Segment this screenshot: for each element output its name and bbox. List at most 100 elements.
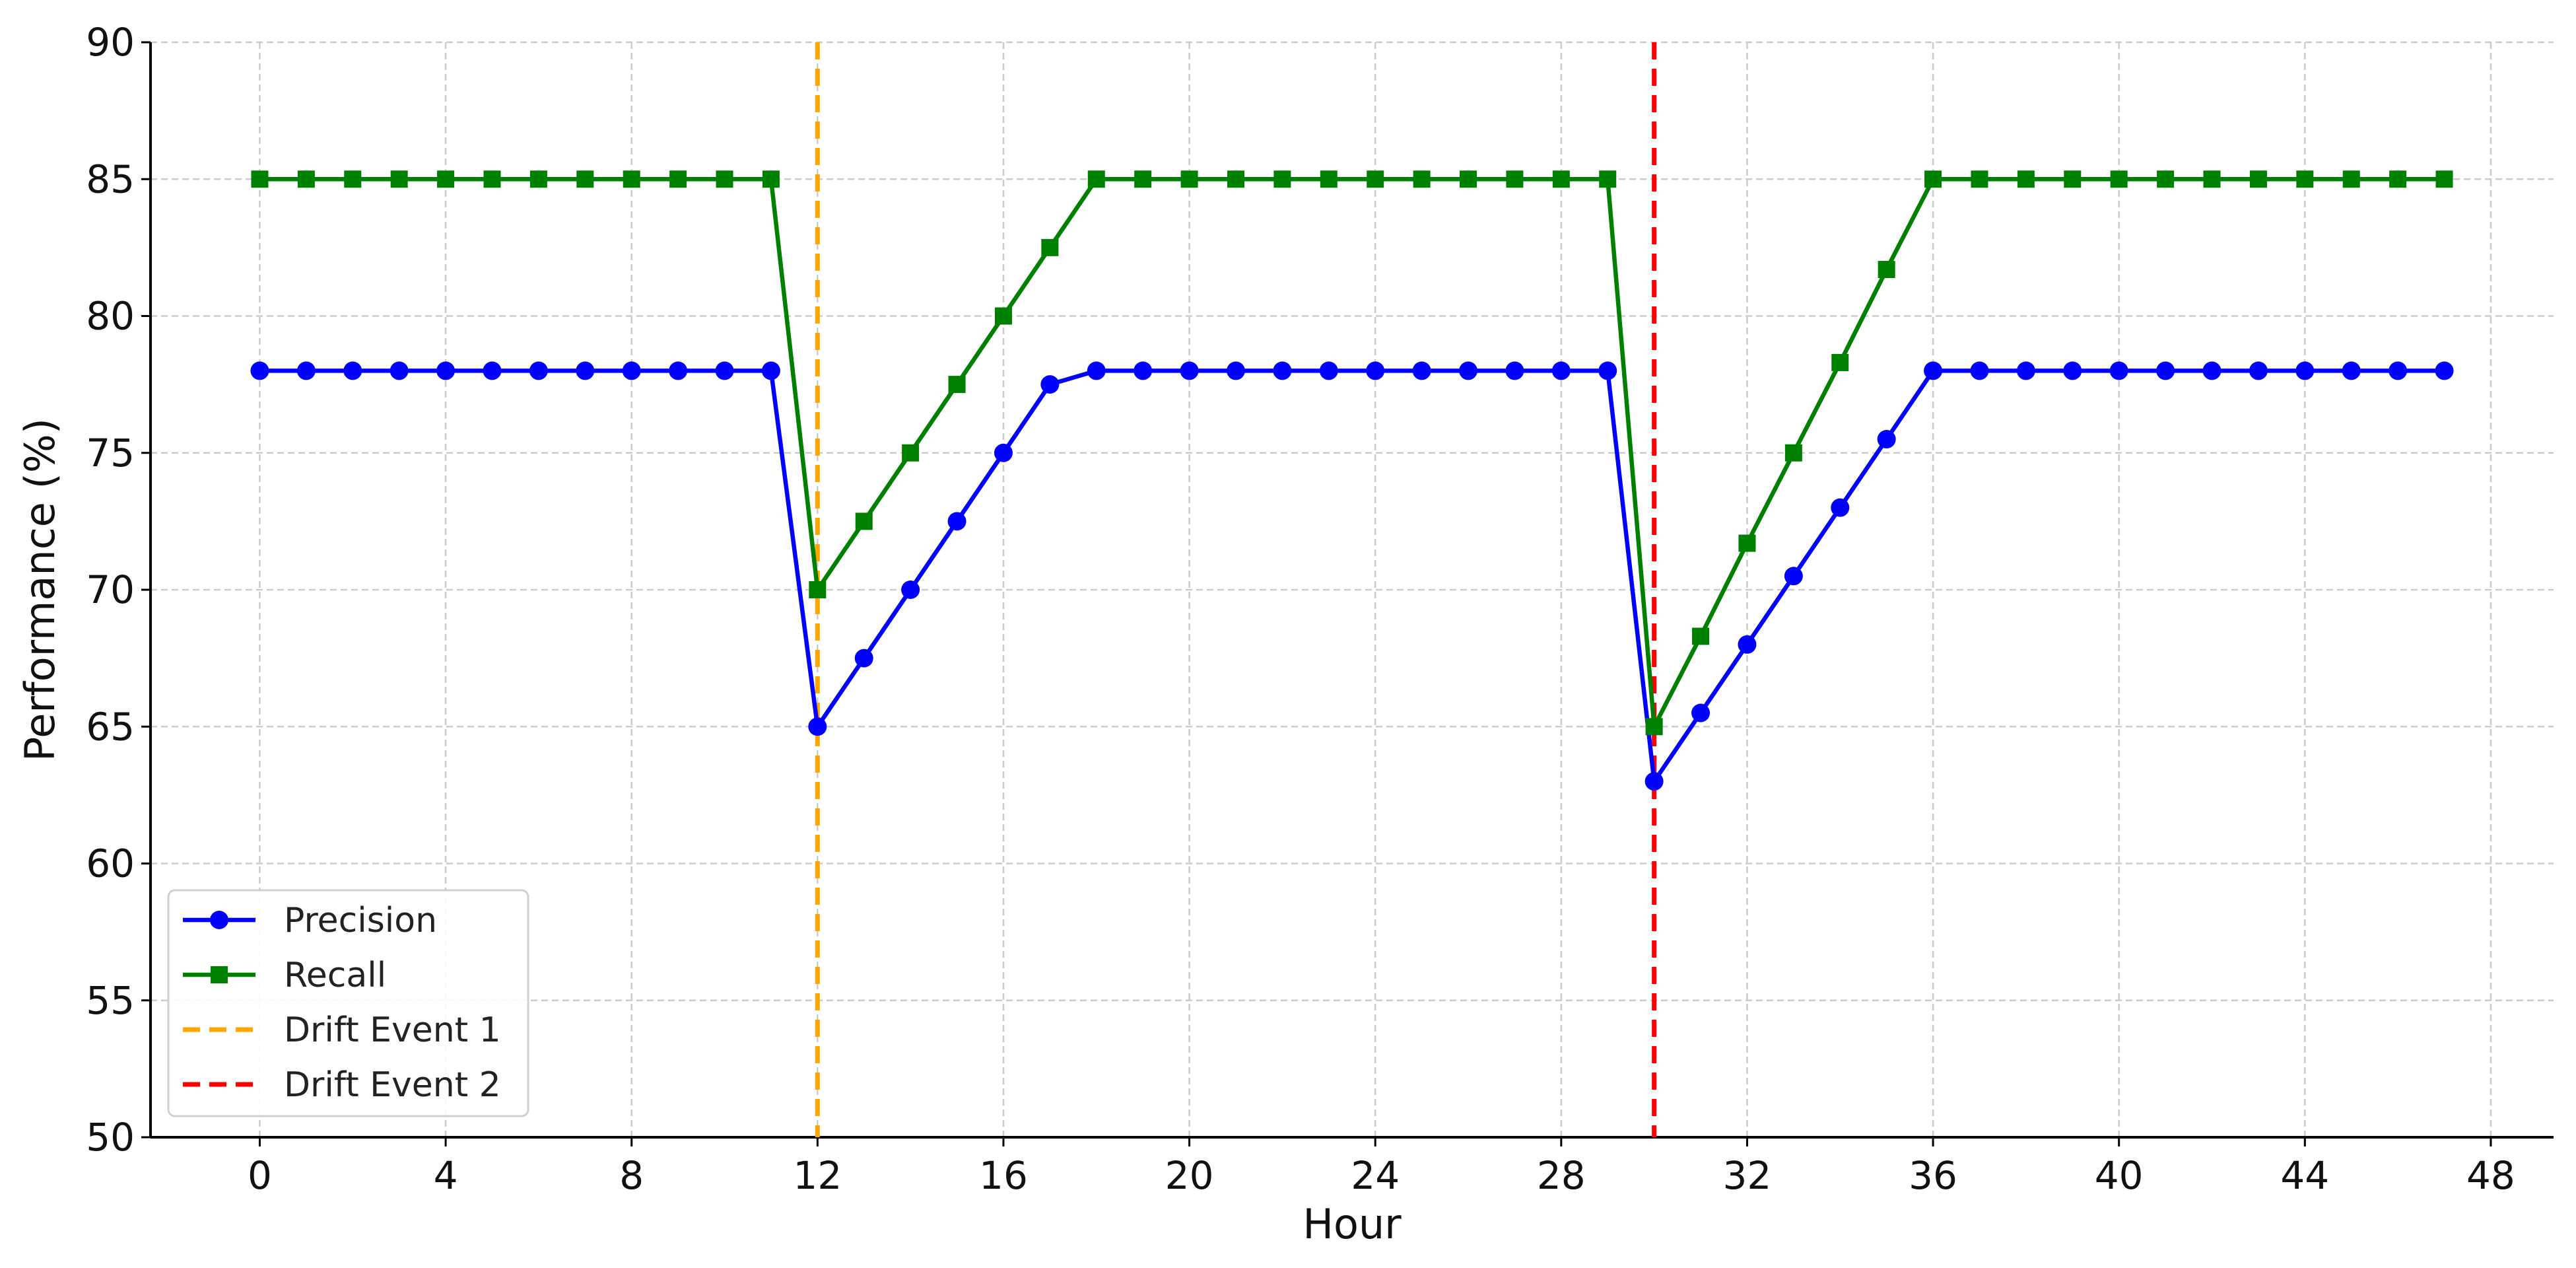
data-point xyxy=(855,512,873,530)
data-point xyxy=(1738,635,1757,654)
data-point xyxy=(902,444,920,462)
data-point xyxy=(1551,361,1571,380)
data-point xyxy=(296,361,316,380)
data-point xyxy=(251,170,269,188)
legend: Precision Recall Drift Event 1 Drift Event … xyxy=(167,889,529,1117)
y-tick-label: 75 xyxy=(86,431,135,476)
data-point xyxy=(2017,170,2035,188)
y-tick-label: 90 xyxy=(86,20,135,65)
data-point xyxy=(1691,703,1711,722)
data-point xyxy=(808,717,827,736)
y-tick-label: 80 xyxy=(86,294,135,339)
data-point xyxy=(715,361,734,380)
x-axis-title: Hour xyxy=(1303,1200,1402,1248)
data-point xyxy=(1180,361,1199,380)
data-point xyxy=(1180,170,1198,188)
data-point xyxy=(1552,170,1570,188)
data-point xyxy=(576,361,595,380)
data-point xyxy=(1971,170,1988,188)
data-point xyxy=(2157,170,2175,188)
data-point xyxy=(2202,361,2221,380)
data-point xyxy=(1460,170,1477,188)
data-point xyxy=(994,443,1013,462)
data-point xyxy=(1320,170,1338,188)
data-point xyxy=(2389,361,2408,380)
data-point xyxy=(1924,361,1943,380)
data-point xyxy=(1087,361,1106,380)
data-point xyxy=(947,512,966,531)
data-point xyxy=(1738,534,1756,552)
y-tick-label: 50 xyxy=(86,1115,135,1160)
x-tick-label: 0 xyxy=(248,1153,272,1198)
data-point xyxy=(1040,375,1060,394)
data-point xyxy=(529,170,547,188)
x-tick-label: 28 xyxy=(1537,1153,1586,1198)
data-point xyxy=(2342,170,2360,188)
data-point xyxy=(1784,567,1803,586)
y-tick-label: 60 xyxy=(86,841,135,886)
x-tick-label: 16 xyxy=(979,1153,1028,1198)
data-point xyxy=(1505,361,1524,380)
data-point xyxy=(1831,353,1849,371)
data-point xyxy=(2064,170,2082,188)
y-tick-label: 65 xyxy=(86,704,135,749)
legend-label: Drift Event 1 xyxy=(284,1010,501,1050)
x-tick-label: 40 xyxy=(2095,1153,2144,1198)
data-point xyxy=(716,170,733,188)
data-point xyxy=(1645,718,1663,736)
data-point xyxy=(1599,170,1617,188)
data-point xyxy=(1273,361,1292,380)
data-point xyxy=(1087,170,1105,188)
data-point xyxy=(669,361,688,380)
x-tick-label: 24 xyxy=(1351,1153,1400,1198)
legend-marker xyxy=(211,966,228,983)
data-point xyxy=(2342,361,2361,380)
tick-layer: 0 4 8 12 16 20 24 28 32 36 40 44 4850556065707580859… xyxy=(86,20,2515,1198)
data-point xyxy=(623,170,640,188)
data-point xyxy=(854,649,873,668)
data-point xyxy=(2389,170,2407,188)
data-point xyxy=(436,361,456,380)
data-point xyxy=(1459,361,1478,380)
data-point xyxy=(2435,361,2454,380)
data-point xyxy=(250,361,269,380)
data-point xyxy=(2110,170,2128,188)
data-point xyxy=(762,170,780,188)
y-axis-title: Performance (%) xyxy=(16,418,64,761)
series-layer xyxy=(250,170,2454,791)
data-point xyxy=(1134,170,1152,188)
data-point xyxy=(1412,361,1431,380)
y-tick-label: 55 xyxy=(86,978,135,1023)
data-point xyxy=(994,307,1012,325)
data-point xyxy=(1644,772,1664,791)
x-tick-label: 4 xyxy=(434,1153,458,1198)
data-point xyxy=(344,170,362,188)
data-point xyxy=(1366,361,1385,380)
data-point xyxy=(576,170,594,188)
data-point xyxy=(2016,361,2035,380)
legend-label: Recall xyxy=(284,956,386,995)
data-point xyxy=(1227,170,1244,188)
x-tick-label: 32 xyxy=(1723,1153,1772,1198)
x-tick-label: 36 xyxy=(1909,1153,1957,1198)
data-point xyxy=(1970,361,1989,380)
legend-marker xyxy=(210,911,228,929)
data-point xyxy=(1413,170,1431,188)
data-point xyxy=(1041,238,1059,256)
data-point xyxy=(901,581,920,599)
data-point xyxy=(2203,170,2221,188)
data-point xyxy=(2296,170,2314,188)
data-point xyxy=(437,170,455,188)
data-point xyxy=(529,361,548,380)
data-point xyxy=(1598,361,1617,380)
data-point xyxy=(1319,361,1338,380)
y-tick-label: 85 xyxy=(86,157,135,201)
data-point xyxy=(483,361,502,380)
data-point xyxy=(297,170,315,188)
data-point xyxy=(2295,361,2315,380)
data-point xyxy=(1878,261,1895,279)
x-tick-label: 44 xyxy=(2280,1153,2329,1198)
x-tick-label: 8 xyxy=(619,1153,644,1198)
